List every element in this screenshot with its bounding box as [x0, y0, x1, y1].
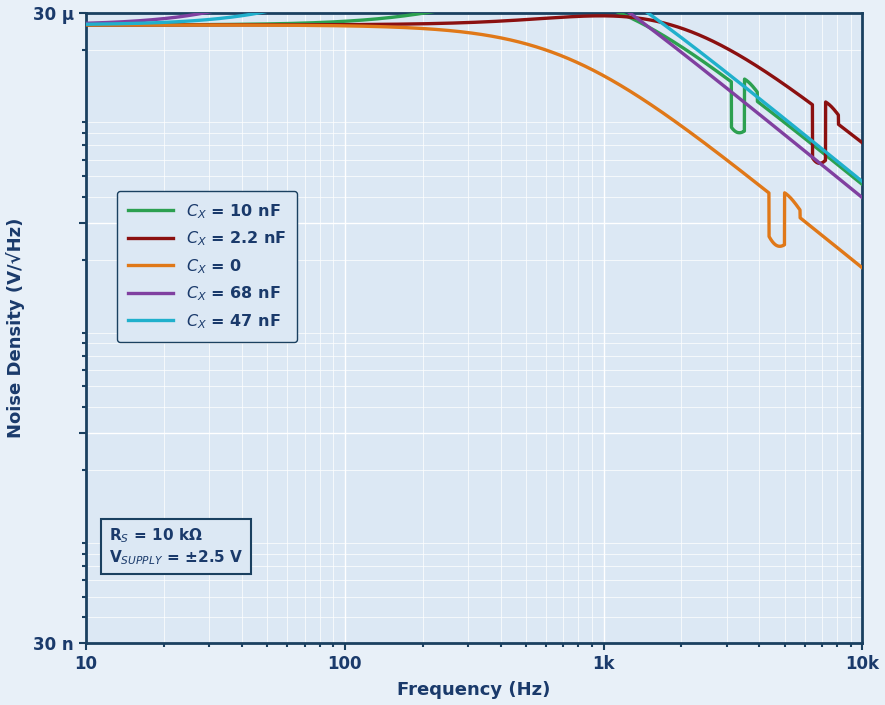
$C_X$ = 2.2 nF: [586, 12, 596, 20]
$C_X$ = 10 nF: [377, 14, 388, 23]
$C_X$ = 10 nF: [221, 20, 232, 29]
Line: $C_X$ = 47 nF: $C_X$ = 47 nF: [86, 0, 863, 182]
$C_X$ = 2.2 nF: [81, 20, 91, 29]
$C_X$ = 47 nF: [720, 67, 730, 75]
X-axis label: Frequency (Hz): Frequency (Hz): [397, 682, 550, 699]
$C_X$ = 68 nF: [221, 4, 232, 13]
$C_X$ = 10 nF: [720, 73, 730, 81]
Line: $C_X$ = 0: $C_X$ = 0: [86, 25, 863, 268]
$C_X$ = 47 nF: [858, 178, 868, 186]
$C_X$ = 2.2 nF: [814, 159, 825, 168]
$C_X$ = 10 nF: [81, 20, 91, 29]
$C_X$ = 47 nF: [221, 13, 232, 22]
$C_X$ = 47 nF: [81, 20, 91, 28]
$C_X$ = 0: [719, 154, 729, 162]
$C_X$ = 2.2 nF: [377, 20, 388, 29]
$C_X$ = 68 nF: [858, 193, 868, 202]
$C_X$ = 10 nF: [536, 0, 547, 1]
$C_X$ = 0: [221, 21, 232, 30]
$C_X$ = 47 nF: [660, 21, 671, 30]
$C_X$ = 68 nF: [81, 19, 91, 27]
$C_X$ = 0: [660, 110, 671, 118]
$C_X$ = 2.2 nF: [221, 20, 232, 29]
$C_X$ = 0: [81, 20, 91, 29]
$C_X$ = 0: [377, 23, 388, 31]
Line: $C_X$ = 68 nF: $C_X$ = 68 nF: [86, 0, 863, 197]
$C_X$ = 2.2 nF: [596, 11, 606, 20]
Y-axis label: Noise Density (V/√Hz): Noise Density (V/√Hz): [5, 218, 25, 438]
$C_X$ = 2.2 nF: [546, 13, 557, 22]
Line: $C_X$ = 10 nF: $C_X$ = 10 nF: [86, 0, 863, 185]
Text: R$_S$ = 10 kΩ
V$_{SUPPLY}$ = ±2.5 V: R$_S$ = 10 kΩ V$_{SUPPLY}$ = ±2.5 V: [109, 527, 243, 567]
$C_X$ = 10 nF: [858, 180, 868, 189]
$C_X$ = 10 nF: [546, 0, 557, 1]
$C_X$ = 0: [858, 264, 868, 272]
Legend: $C_X$ = 10 nF, $C_X$ = 2.2 nF, $C_X$ = 0, $C_X$ = 68 nF, $C_X$ = 47 nF: $C_X$ = 10 nF, $C_X$ = 2.2 nF, $C_X$ = 0…: [117, 191, 297, 342]
$C_X$ = 2.2 nF: [660, 19, 671, 27]
$C_X$ = 2.2 nF: [858, 139, 868, 147]
$C_X$ = 68 nF: [660, 36, 671, 44]
$C_X$ = 0: [586, 65, 596, 73]
$C_X$ = 10 nF: [586, 0, 596, 7]
$C_X$ = 2.2 nF: [720, 43, 730, 51]
$C_X$ = 68 nF: [720, 82, 730, 91]
$C_X$ = 10 nF: [660, 32, 671, 41]
$C_X$ = 0: [546, 48, 557, 56]
Line: $C_X$ = 2.2 nF: $C_X$ = 2.2 nF: [86, 16, 863, 164]
